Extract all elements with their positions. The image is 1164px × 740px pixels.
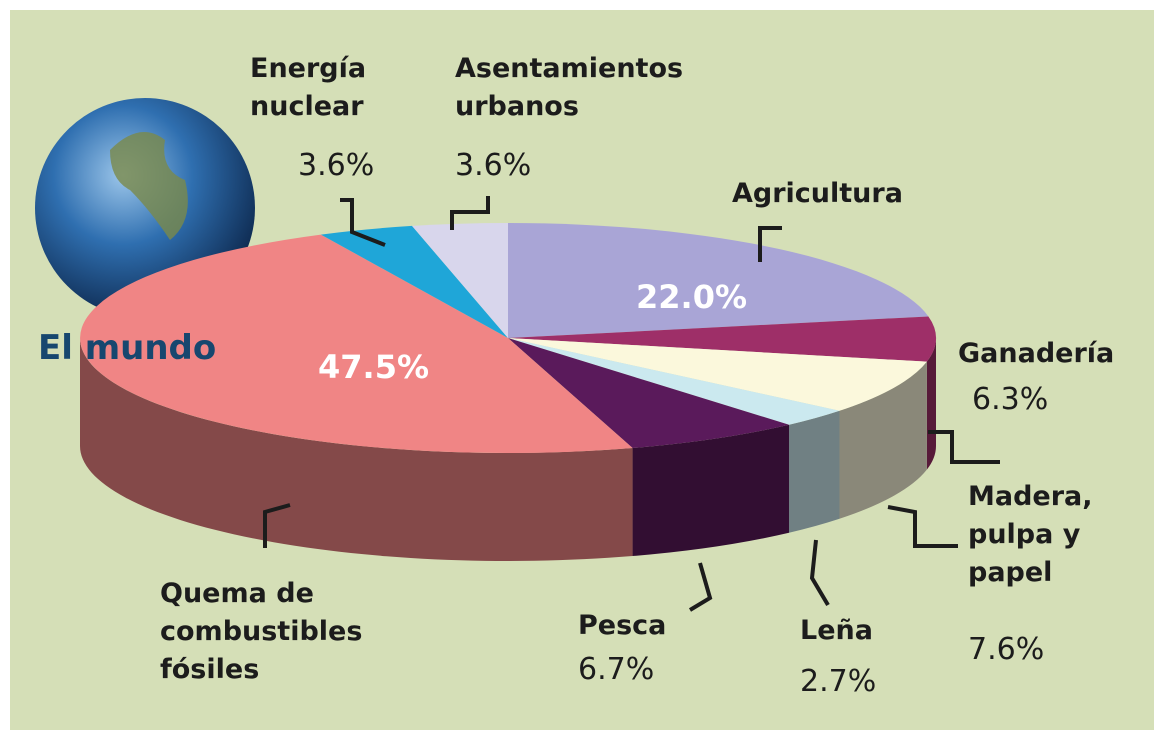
category-label: Energía nuclear [250,53,367,122]
slice [320,225,508,338]
slice [508,316,936,362]
category-label: Pesca [578,610,667,641]
globe-land [110,132,188,240]
value-label: 3.6% [298,148,375,183]
slice [412,223,508,338]
pie-tops [80,223,936,453]
value-label: 47.5% [318,348,430,386]
category-label: Ganadería [958,338,1115,369]
value-label: 3.6% [455,148,532,183]
chart-title: El mundo [38,328,217,368]
category-label: Agricultura [732,178,903,209]
slice-side [926,338,936,470]
category-label: Madera, pulpa y papel [968,481,1093,588]
slice-side [80,338,633,561]
slice-side [632,424,790,557]
slice [508,338,927,411]
slice [508,338,840,425]
pie [80,223,936,561]
value-label: 2.7% [800,664,877,699]
value-label: 7.6% [968,632,1045,667]
leader-lines [263,196,1000,612]
category-label: Leña [800,615,873,646]
slice [508,338,790,449]
slice [80,234,633,453]
slice-side [789,410,840,533]
slice-side [839,361,927,519]
category-label: Quema de combustibles fósiles [160,578,363,685]
value-label: 6.7% [578,652,655,687]
pie-sides [80,338,936,561]
value-label: 6.3% [972,382,1049,417]
category-label: Asentamientos urbanos [455,53,684,122]
slice [508,223,929,338]
value-label: 22.0% [636,278,748,316]
